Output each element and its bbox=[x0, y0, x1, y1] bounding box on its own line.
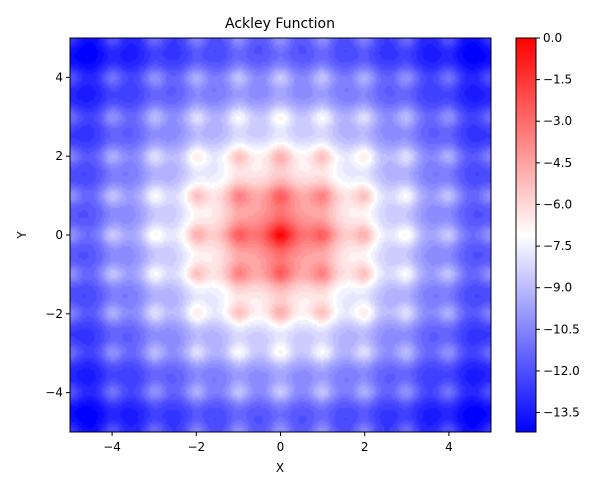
colorbar-ticks: 0.0 −1.5 −3.0 −4.5 −6.0 −7.5 −9.0 −10.5 −12.0 −13… bbox=[536, 31, 580, 420]
colorbar-frame bbox=[515, 37, 537, 433]
x-tick-label: 4 bbox=[445, 440, 453, 454]
colorbar-tick-label: −12.0 bbox=[543, 364, 580, 378]
colorbar-tick-label: −13.5 bbox=[543, 406, 580, 420]
colorbar: 0.0 −1.5 −3.0 −4.5 −6.0 −7.5 −9.0 −10.5 −12.0 −13… bbox=[515, 31, 580, 433]
colorbar-tick-label: −1.5 bbox=[543, 73, 572, 87]
heatmap-image bbox=[70, 38, 491, 432]
x-axis: −4 −2 0 2 4 bbox=[103, 432, 453, 454]
y-axis-label: Y bbox=[15, 231, 29, 240]
colorbar-tick-label: −10.5 bbox=[543, 322, 580, 336]
y-tick-label: −2 bbox=[45, 307, 63, 321]
x-axis-label: X bbox=[276, 461, 284, 475]
colorbar-tick-label: −6.0 bbox=[543, 197, 572, 211]
y-tick-label: 0 bbox=[55, 228, 63, 242]
x-tick-label: 0 bbox=[277, 440, 285, 454]
y-axis: −4 −2 0 2 4 bbox=[45, 70, 70, 400]
colorbar-gradient bbox=[516, 38, 536, 432]
colorbar-tick-label: 0.0 bbox=[543, 31, 562, 45]
colorbar-tick-label: −9.0 bbox=[543, 281, 572, 295]
x-tick-label: 2 bbox=[361, 440, 369, 454]
colorbar-tick-label: −7.5 bbox=[543, 239, 572, 253]
chart-title: Ackley Function bbox=[225, 16, 335, 32]
colorbar-tick-label: −4.5 bbox=[543, 156, 572, 170]
y-tick-label: 2 bbox=[55, 149, 63, 163]
y-tick-label: 4 bbox=[55, 70, 63, 84]
colorbar-tick-label: −3.0 bbox=[543, 114, 572, 128]
plot-area bbox=[70, 38, 491, 432]
x-tick-label: −4 bbox=[103, 440, 121, 454]
y-tick-label: −4 bbox=[45, 386, 63, 400]
x-tick-label: −2 bbox=[187, 440, 205, 454]
